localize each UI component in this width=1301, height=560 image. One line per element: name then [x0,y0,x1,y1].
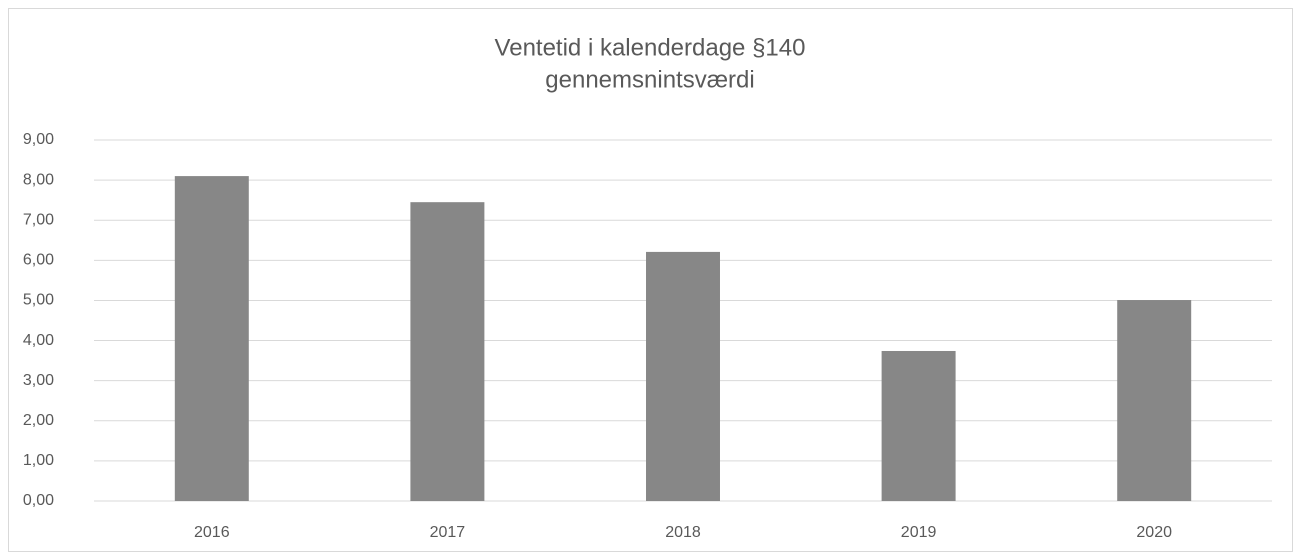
y-tick-label: 7,00 [23,211,54,228]
x-tick-label: 2020 [1136,524,1172,541]
x-tick-label: 2018 [665,524,701,541]
chart-title: Ventetid i kalenderdage §140 [495,34,806,61]
y-tick-label: 2,00 [23,412,54,429]
y-tick-label: 6,00 [23,252,54,269]
bar [1117,300,1192,501]
bar [881,350,956,501]
y-tick-label: 1,00 [23,452,54,469]
y-tick-label: 0,00 [23,492,54,509]
x-tick-label: 2019 [901,524,937,541]
bar [410,202,485,501]
x-tick-label: 2016 [194,524,230,541]
x-tick-label: 2017 [430,524,466,541]
y-tick-label: 9,00 [23,131,54,148]
chart-subtitle: gennemsnintsværdi [545,66,754,93]
y-tick-label: 5,00 [23,292,54,309]
y-tick-label: 4,00 [23,332,54,349]
y-tick-label: 3,00 [23,372,54,389]
bar [646,251,720,501]
y-tick-label: 8,00 [23,171,54,188]
bar [174,176,249,501]
